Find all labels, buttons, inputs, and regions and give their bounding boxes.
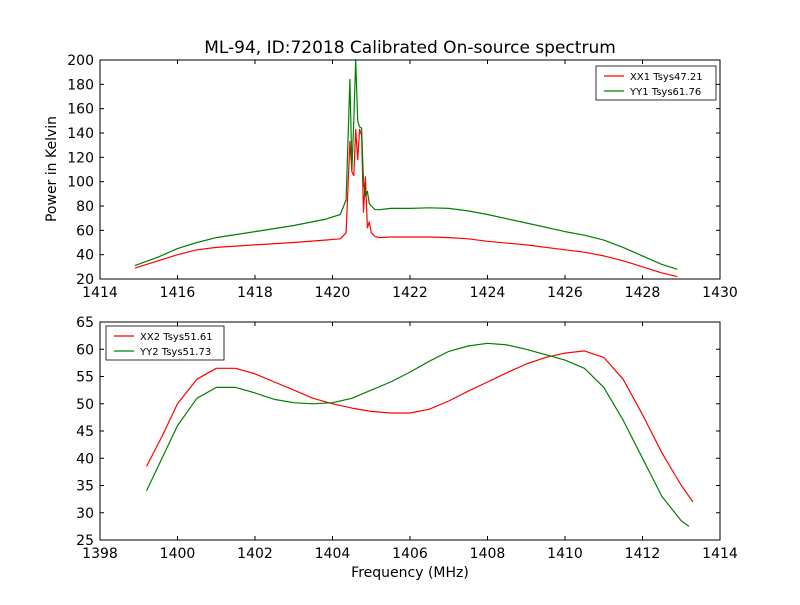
y-axis-label: Power in Kelvin <box>44 116 60 222</box>
y-tick-label: 180 <box>67 77 94 93</box>
y-tick-label: 30 <box>76 506 94 522</box>
y-tick-label: 200 <box>67 53 94 69</box>
x-tick-label: 1408 <box>470 546 506 562</box>
x-tick-label: 1418 <box>237 285 273 301</box>
legend-label-2: YY1 Tsys61.76 <box>629 87 701 98</box>
x-tick-label: 1404 <box>315 546 351 562</box>
y-tick-label: 20 <box>76 272 94 288</box>
y-tick-label: 40 <box>76 248 94 264</box>
y-tick-label: 65 <box>76 315 94 331</box>
x-axis-label: Frequency (MHz) <box>351 565 469 581</box>
top-panel: 1414 1416 1418 1420 1422 1424 1426 1428 1430 20 40… <box>67 53 738 301</box>
y-tick-label: 120 <box>67 150 94 166</box>
y-tick-label: 35 <box>76 479 94 495</box>
x-tick-label: 1422 <box>392 285 428 301</box>
bottom-panel: 1398 1400 1402 1404 1406 1408 1410 1412 1414 25 30… <box>76 315 738 562</box>
x-tick-label: 1414 <box>702 546 738 562</box>
legend: XX2 Tsys51.61 YY2 Tsys51.73 <box>105 325 225 361</box>
x-tick-label: 1424 <box>470 285 506 301</box>
x-tick-label: 1410 <box>547 546 583 562</box>
series-line-2 <box>134 59 678 270</box>
x-tick-label: 1412 <box>625 546 661 562</box>
legend-label-1: XX2 Tsys51.61 <box>140 332 213 343</box>
y-tick-label: 100 <box>67 175 94 191</box>
legend-box <box>105 325 225 361</box>
y-tick-label: 60 <box>76 223 94 239</box>
x-tick-label: 1430 <box>702 285 738 301</box>
chart-title: ML-94, ID:72018 Calibrated On-source spe… <box>204 38 616 58</box>
legend-box <box>595 65 717 101</box>
series-line-1 <box>145 350 694 503</box>
x-tick-label: 1428 <box>625 285 661 301</box>
y-tick-label: 40 <box>76 451 94 467</box>
legend: XX1 Tsys47.21 YY1 Tsys61.76 <box>595 65 717 101</box>
y-tick-label: 45 <box>76 424 94 440</box>
x-tick-label: 1416 <box>160 285 196 301</box>
legend-label-2: YY2 Tsys51.73 <box>139 347 211 358</box>
y-tick-label: 160 <box>67 102 94 118</box>
legend-label-1: XX1 Tsys47.21 <box>630 72 703 83</box>
y-tick-label: 60 <box>76 342 94 358</box>
x-tick-label: 1420 <box>315 285 351 301</box>
x-tick-label: 1426 <box>547 285 583 301</box>
y-tick-label: 50 <box>76 397 94 413</box>
y-tick-label: 80 <box>76 199 94 215</box>
x-tick-label: 1414 <box>82 285 118 301</box>
x-tick-label: 1406 <box>392 546 428 562</box>
series-line-1 <box>134 128 678 278</box>
x-tick-label: 1398 <box>82 546 118 562</box>
series-line-2 <box>145 342 690 527</box>
y-tick-label: 55 <box>76 370 94 386</box>
y-tick-label: 140 <box>67 126 94 142</box>
x-tick-label: 1402 <box>237 546 273 562</box>
y-tick-label: 25 <box>76 533 94 549</box>
x-tick-label: 1400 <box>160 546 196 562</box>
